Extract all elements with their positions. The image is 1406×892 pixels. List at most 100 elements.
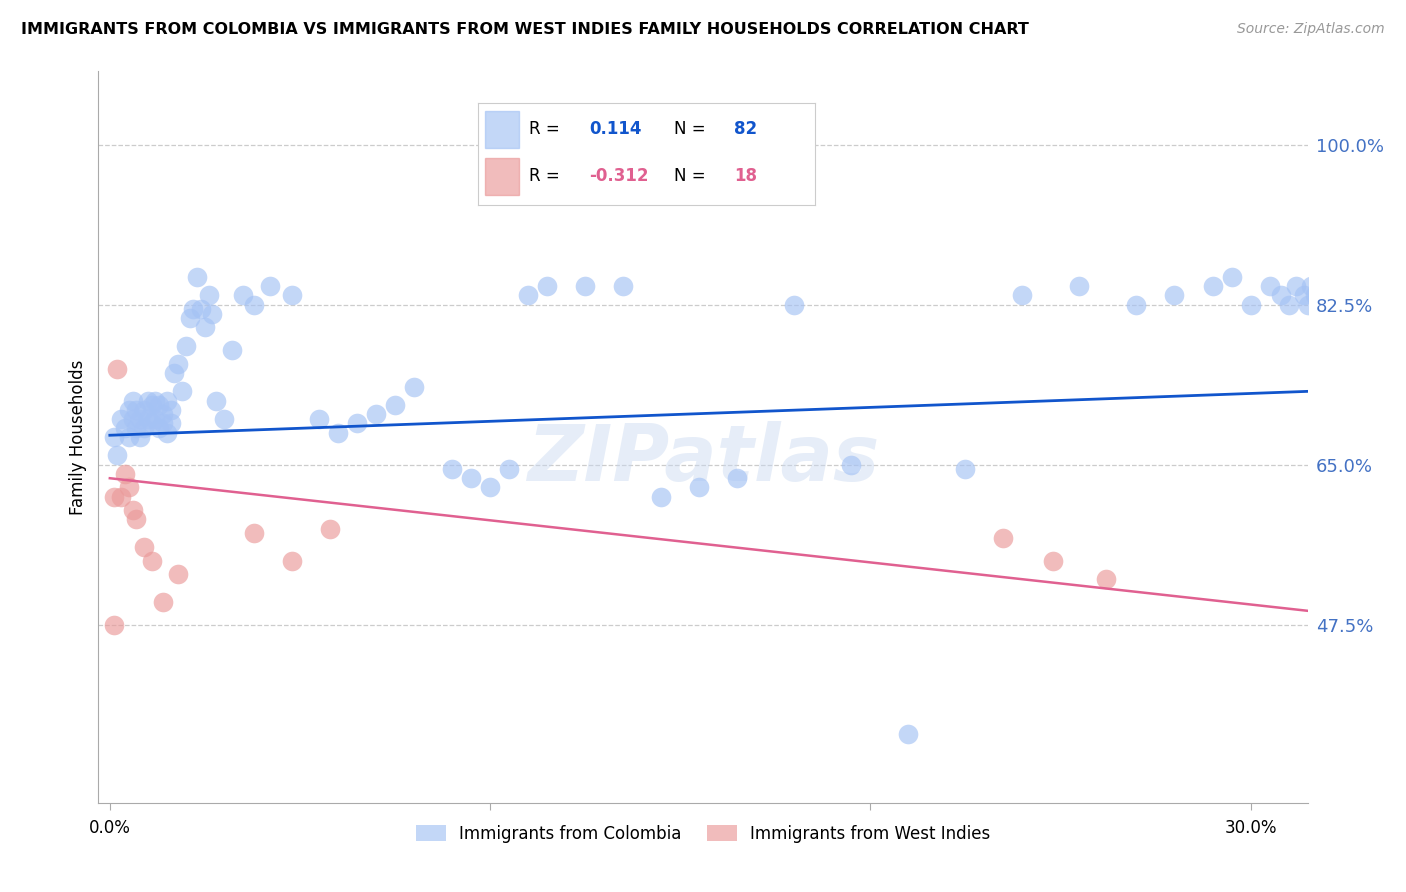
Point	[159, 402, 181, 417]
Point	[129, 430, 152, 444]
Point	[136, 412, 159, 426]
Point	[460, 471, 482, 485]
Point	[319, 521, 342, 535]
Point	[232, 288, 254, 302]
Point	[1258, 279, 1281, 293]
Point	[1125, 297, 1147, 311]
Point	[243, 526, 266, 541]
Point	[121, 503, 143, 517]
Point	[167, 567, 190, 582]
Point	[156, 393, 179, 408]
Point	[479, 480, 502, 494]
Point	[612, 279, 634, 293]
Point	[650, 490, 672, 504]
Text: IMMIGRANTS FROM COLOMBIA VS IMMIGRANTS FROM WEST INDIES FAMILY HOUSEHOLDS CORREL: IMMIGRANTS FROM COLOMBIA VS IMMIGRANTS F…	[21, 22, 1029, 37]
Point	[125, 421, 148, 435]
Point	[186, 270, 208, 285]
Point	[1201, 279, 1223, 293]
Point	[1270, 288, 1292, 302]
Text: N =: N =	[673, 167, 706, 185]
Point	[402, 380, 425, 394]
Point	[574, 279, 596, 293]
Point	[152, 594, 174, 608]
Point	[1292, 288, 1315, 302]
Point	[688, 480, 710, 494]
FancyBboxPatch shape	[485, 111, 519, 148]
Point	[125, 512, 148, 526]
Point	[346, 417, 368, 431]
Y-axis label: Family Households: Family Households	[69, 359, 87, 515]
Point	[1042, 553, 1064, 567]
Point	[955, 462, 977, 476]
Point	[114, 467, 136, 481]
Point	[1163, 288, 1185, 302]
Point	[1220, 270, 1243, 285]
Point	[498, 462, 520, 476]
Point	[243, 297, 266, 311]
Point	[107, 448, 129, 462]
Point	[281, 553, 304, 567]
Point	[114, 421, 136, 435]
Point	[1277, 297, 1299, 311]
Text: 82: 82	[734, 120, 758, 137]
Point	[1069, 279, 1091, 293]
Point	[141, 398, 163, 412]
Point	[212, 412, 235, 426]
Point	[783, 297, 806, 311]
Point	[167, 357, 190, 371]
Point	[1239, 297, 1261, 311]
Point	[145, 412, 167, 426]
Point	[136, 393, 159, 408]
Point	[125, 402, 148, 417]
Point	[441, 462, 464, 476]
Point	[145, 393, 167, 408]
Point	[159, 417, 181, 431]
Point	[103, 617, 125, 632]
Text: N =: N =	[673, 120, 706, 137]
Point	[132, 540, 155, 554]
Point	[993, 531, 1015, 545]
Point	[1303, 288, 1326, 302]
Point	[194, 320, 217, 334]
FancyBboxPatch shape	[485, 158, 519, 194]
Point	[129, 412, 152, 426]
Point	[1011, 288, 1033, 302]
Point	[179, 311, 201, 326]
Text: R =: R =	[529, 120, 560, 137]
Point	[163, 366, 186, 380]
Point	[121, 412, 143, 426]
Point	[107, 361, 129, 376]
Point	[897, 727, 920, 741]
Point	[384, 398, 406, 412]
Point	[121, 393, 143, 408]
Point	[205, 393, 228, 408]
Point	[308, 412, 330, 426]
Point	[1285, 279, 1308, 293]
Text: 18: 18	[734, 167, 758, 185]
Point	[326, 425, 349, 440]
Point	[1301, 279, 1323, 293]
Point	[536, 279, 558, 293]
Point	[259, 279, 281, 293]
Point	[152, 407, 174, 421]
Point	[148, 398, 170, 412]
Point	[221, 343, 243, 358]
Text: Source: ZipAtlas.com: Source: ZipAtlas.com	[1237, 22, 1385, 37]
Point	[1095, 572, 1118, 586]
Point	[103, 490, 125, 504]
Point	[201, 307, 224, 321]
Point	[118, 402, 141, 417]
Point	[103, 430, 125, 444]
Point	[170, 384, 193, 399]
Point	[156, 425, 179, 440]
Text: ZIPatlas: ZIPatlas	[527, 421, 879, 497]
Point	[132, 421, 155, 435]
Point	[364, 407, 387, 421]
Point	[197, 288, 219, 302]
Point	[725, 471, 748, 485]
Point	[110, 490, 132, 504]
Point	[141, 417, 163, 431]
Point	[148, 421, 170, 435]
Point	[132, 402, 155, 417]
Point	[281, 288, 304, 302]
